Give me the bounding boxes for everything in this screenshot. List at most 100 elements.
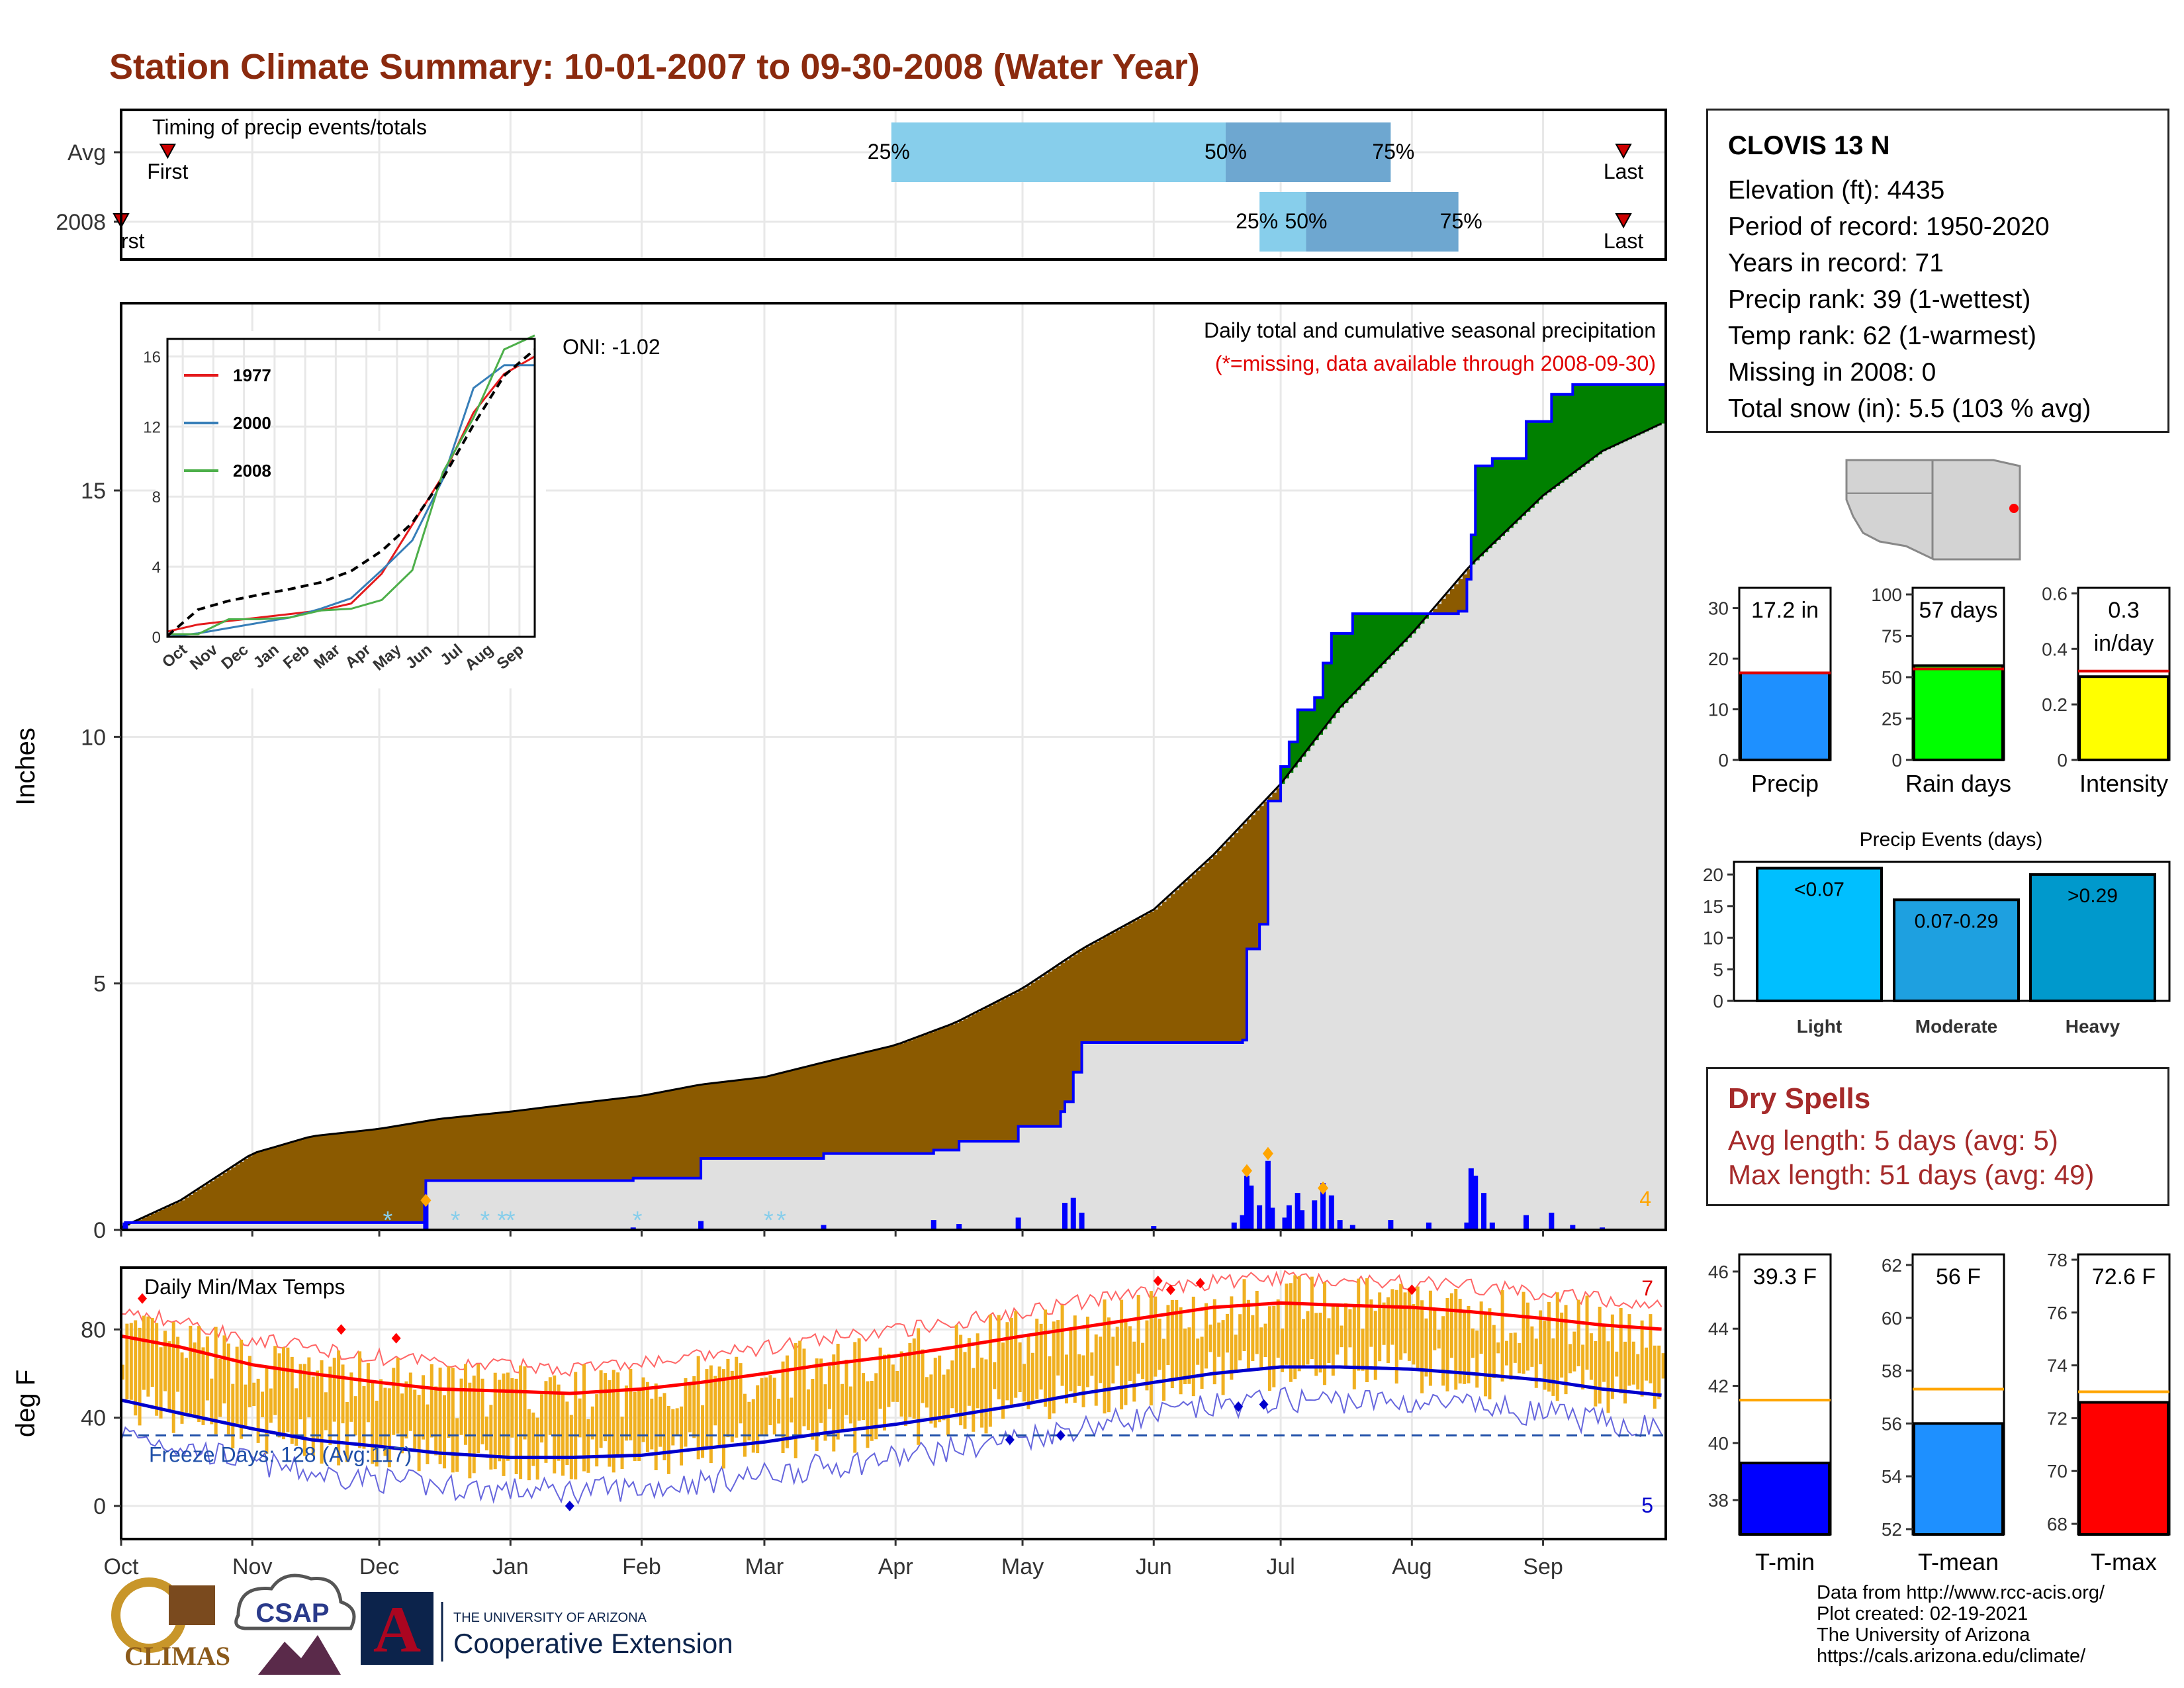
record-min-marker-4 — [1259, 1399, 1269, 1410]
missing-marker-4: * — [506, 1207, 516, 1235]
precip-ytick-label-2: 10 — [81, 725, 106, 750]
station-missing: Missing in 2008: 0 — [1728, 358, 1936, 387]
precip-events-bar-1 — [1893, 898, 2020, 1002]
temp-gauge-label-0: T-min — [1755, 1548, 1815, 1575]
record-min-marker-0 — [565, 1501, 574, 1511]
temp-daily-range-bars — [121, 1275, 1665, 1481]
precip-gauge-tick-label-0-0: 0 — [1718, 750, 1729, 771]
missing-marker-2: * — [480, 1207, 490, 1235]
precip-gauge-value-1: 57 days — [1919, 598, 1997, 623]
timing-title: Timing of precip events/totals — [152, 115, 427, 139]
precip-gauge-bar-1 — [1913, 664, 2004, 761]
month-label-10: Aug — [1392, 1554, 1432, 1579]
temp-gauge-tick-label-0-1: 40 — [1708, 1433, 1729, 1454]
temp-gauge-tick-label-1-4: 60 — [1882, 1308, 1902, 1329]
station-name: CLOVIS 13 N — [1728, 131, 1890, 160]
timing-row-label-1: 2008 — [56, 210, 106, 235]
temp-gauge-tick-label-1-3: 58 — [1882, 1361, 1902, 1382]
daily-precip-bar-9 — [1070, 1197, 1076, 1230]
daily-precip-bar-12 — [1231, 1222, 1237, 1230]
precip-events-category-0: Light — [1797, 1016, 1842, 1037]
month-label-9: Jul — [1266, 1554, 1295, 1579]
tmax-normal-line — [120, 1301, 1662, 1395]
precip-gauge-tick-label-2-0: 0 — [2057, 750, 2068, 771]
temp-gauge-tick-label-2-5: 78 — [2047, 1250, 2068, 1270]
precip-gauge-bar-2 — [2078, 675, 2169, 761]
temp-gauge-value-2: 72.6 F — [2092, 1264, 2156, 1289]
precip-gauge-tick-label-0-3: 30 — [1708, 598, 1729, 619]
temp-gauge-tick-label-2-2: 72 — [2047, 1408, 2068, 1429]
temp-gauge-bar-0 — [1739, 1462, 1831, 1536]
inset-ytick-label-3: 12 — [143, 418, 161, 436]
month-label-3: Jan — [492, 1554, 529, 1579]
dry-spells-avg: Avg length: 5 days (avg: 5) — [1728, 1125, 2058, 1156]
ua-logo-line1: THE UNIVERSITY OF ARIZONA — [453, 1611, 647, 1625]
temp-gauge-label-1: T-mean — [1918, 1548, 1999, 1575]
station-precip-rank: Precip rank: 39 (1-wettest) — [1728, 285, 2031, 314]
inset-ytick-label-2: 8 — [152, 489, 161, 506]
station-info-box: CLOVIS 13 N Elevation (ft): 4435 Period … — [1706, 109, 2169, 433]
precip-events-title: Precip Events (days) — [1860, 829, 2043, 851]
daily-precip-bar-37 — [1570, 1225, 1576, 1230]
precip-gauge-1: 0 25 50 75 100 57 days Rain days — [1871, 585, 2011, 797]
timing-first-label-1: rst — [121, 229, 145, 253]
daily-precip-bar-31 — [1468, 1168, 1474, 1230]
timing-panel: Timing of precip events/totals Avg 25% 50% 7… — [56, 109, 1667, 261]
month-label-6: Apr — [878, 1554, 913, 1579]
daily-precip-bar-17 — [1265, 1160, 1271, 1230]
month-label-5: Mar — [745, 1554, 784, 1579]
precip-gauge-tick-label-1-2: 50 — [1882, 667, 1902, 688]
precip-title: Daily total and cumulative seasonal prec… — [1204, 318, 1656, 342]
daily-precip-bar-24 — [1320, 1183, 1326, 1230]
precip-subtitle: (*=missing, data available through 2008-… — [1215, 352, 1656, 375]
timing-label-25-0: 25% — [868, 140, 910, 164]
month-label-0: Oct — [104, 1554, 139, 1579]
precip-events-bar-0 — [1756, 867, 1883, 1002]
daily-precip-bar-6 — [956, 1224, 962, 1230]
daily-precip-bar-34 — [1489, 1222, 1495, 1230]
daily-precip-bar-16 — [1257, 1205, 1263, 1230]
precip-events-tick-label-3: 15 — [1703, 896, 1723, 917]
timing-bar-late-1 — [1306, 192, 1459, 252]
missing-marker-0: * — [383, 1207, 392, 1235]
daily-precip-bar-30 — [1464, 1222, 1470, 1230]
climas-logo-text: CLIMAS — [124, 1641, 230, 1671]
temp-gauge-tick-label-1-2: 56 — [1882, 1413, 1902, 1434]
precip-events-bar-2 — [2029, 873, 2156, 1003]
precip-events-bar-label-0: <0.07 — [1794, 879, 1844, 901]
temp-gauge-0: 38 40 42 44 46 39.3 F T-min — [1708, 1253, 1832, 1575]
daily-precip-bar-27 — [1349, 1225, 1355, 1230]
temp-gauge-1: 52 54 56 58 60 62 56 F T-mean — [1882, 1253, 2005, 1575]
month-label-2: Dec — [359, 1554, 399, 1579]
precip-count-label: 4 — [1639, 1187, 1651, 1211]
daily-precip-bar-28 — [1388, 1220, 1394, 1230]
precip-events-tick-label-1: 5 — [1713, 959, 1723, 980]
daily-precip-bar-32 — [1473, 1176, 1479, 1230]
inset-legend-label-2: 2008 — [233, 461, 271, 481]
precip-normal-line — [120, 422, 1662, 1229]
climas-logo-mark — [169, 1585, 215, 1625]
daily-precip-bar-25 — [1328, 1195, 1334, 1230]
record-max-marker-5 — [1195, 1278, 1205, 1289]
timing-frame — [120, 109, 1667, 261]
inset-legend-label-0: 1977 — [233, 365, 271, 385]
precip-ylabel: Inches — [11, 727, 40, 806]
temp-gauge-2: 68 70 72 74 76 78 72.6 F T-max — [2047, 1250, 2171, 1575]
timing-bar-early-1 — [1259, 192, 1306, 252]
precip-gauge-tick-label-2-3: 0.6 — [2042, 583, 2068, 604]
daily-precip-bar-0 — [122, 1222, 128, 1230]
dry-spells-box: Dry Spells Avg length: 5 days (avg: 5) M… — [1706, 1067, 2169, 1206]
precip-gauge-label-2: Intensity — [2079, 770, 2168, 797]
daily-precip-bar-36 — [1549, 1212, 1555, 1230]
station-location-dot — [2009, 504, 2019, 513]
precip-gauge-2: 0 0.2 0.4 0.6 0.3 in/day Intensity — [2042, 583, 2171, 797]
timing-last-marker-0 — [1615, 144, 1632, 160]
temp-ytick-label-1: 40 — [81, 1406, 106, 1431]
precip-ytick-label-0: 0 — [93, 1218, 106, 1243]
record-max-marker-3 — [1153, 1276, 1163, 1286]
missing-marker-1: * — [451, 1207, 461, 1235]
precip-cumulative-line — [121, 382, 1667, 1231]
month-label-7: May — [1001, 1554, 1044, 1579]
station-elevation: Elevation (ft): 4435 — [1728, 176, 1945, 205]
